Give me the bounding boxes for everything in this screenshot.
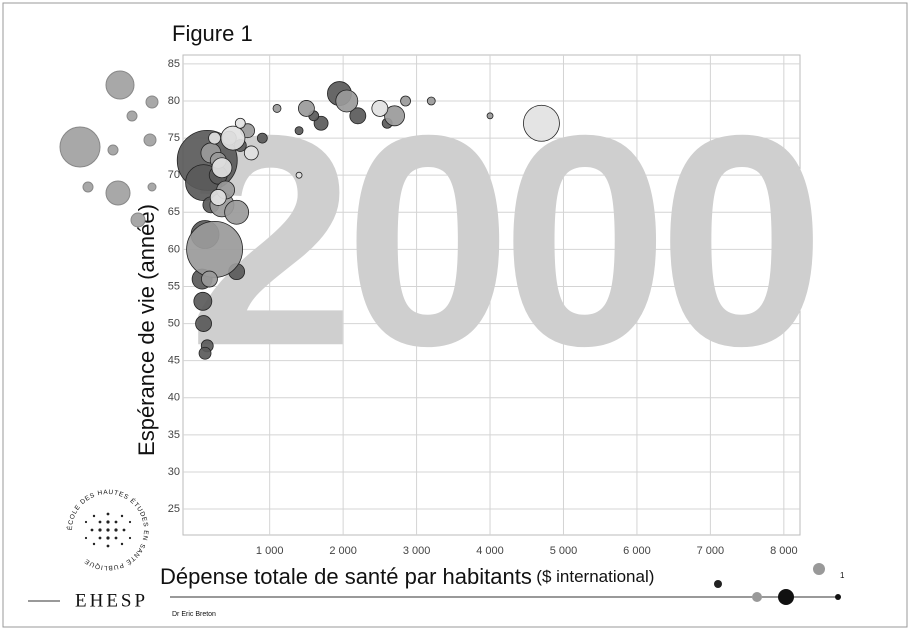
x-tick-label: 5 000 (550, 545, 578, 557)
x-tick-label: 1 000 (256, 545, 284, 557)
bubble (486, 112, 494, 120)
y-tick-label: 40 (168, 392, 180, 404)
x-tick-label: 8 000 (770, 545, 798, 557)
bubble (201, 270, 218, 288)
logo-dots (84, 512, 132, 548)
decor-dots (714, 563, 841, 605)
bubble (272, 104, 282, 113)
bubble (220, 125, 246, 151)
bubble (256, 132, 268, 144)
y-tick-label: 30 (168, 466, 180, 478)
bubble (384, 105, 405, 127)
bubble (198, 346, 212, 360)
logo-name: EHESP (75, 590, 148, 611)
bubble (297, 100, 315, 117)
y-tick-label: 45 (168, 355, 180, 367)
figure-label: Figure 1 (172, 21, 253, 46)
x-label-main: Dépense totale de santé par habitants (160, 564, 532, 589)
bubble (208, 131, 221, 145)
x-axis-label: Dépense totale de santé par habitants ($… (160, 564, 654, 589)
x-tick-label: 6 000 (623, 545, 651, 557)
y-tick-label: 60 (168, 243, 180, 255)
y-tick-label: 65 (168, 206, 180, 218)
author: Dr Eric Breton (172, 611, 216, 618)
bubble (371, 100, 389, 117)
bubble (313, 115, 329, 131)
plot-border (182, 54, 801, 536)
x-tick-label: 7 000 (697, 545, 725, 557)
y-axis-label: Espérance de vie (année) (134, 204, 159, 456)
bubble (426, 96, 436, 106)
bubble (243, 145, 259, 161)
y-tick-label: 75 (168, 132, 180, 144)
bubble (523, 104, 560, 142)
bubble (295, 171, 303, 179)
y-tick-label: 80 (168, 95, 180, 107)
y-tick-label: 70 (168, 169, 180, 181)
bubble (234, 117, 246, 129)
decor-bubbles (59, 70, 159, 228)
x-tick-label: 4 000 (476, 545, 504, 557)
bubble (224, 199, 250, 225)
bubble (400, 95, 411, 107)
bubble (211, 157, 233, 179)
x-label-unit: ($ international) (536, 567, 654, 586)
x-tick-label: 2 000 (329, 545, 357, 557)
bubble (335, 89, 359, 113)
watermark: 2000 (188, 72, 815, 408)
y-tick-label: 35 (168, 429, 180, 441)
bubble (186, 220, 243, 278)
bubble (193, 291, 213, 311)
bubble (294, 126, 304, 136)
y-tick-label: 50 (168, 317, 180, 329)
y-tick-label: 85 (168, 58, 180, 70)
plot-area: 25 30 35 40 45 50 55 60 65 70 75 80 85 1 000 2 000 3 00… (168, 54, 825, 557)
x-tick-label: 3 000 (403, 545, 431, 557)
corner-number: 1 (840, 571, 845, 580)
y-tick-label: 55 (168, 280, 180, 292)
bubble (349, 107, 367, 125)
y-tick-label: 25 (168, 503, 180, 515)
bubble (209, 189, 227, 206)
bubble (195, 315, 212, 332)
